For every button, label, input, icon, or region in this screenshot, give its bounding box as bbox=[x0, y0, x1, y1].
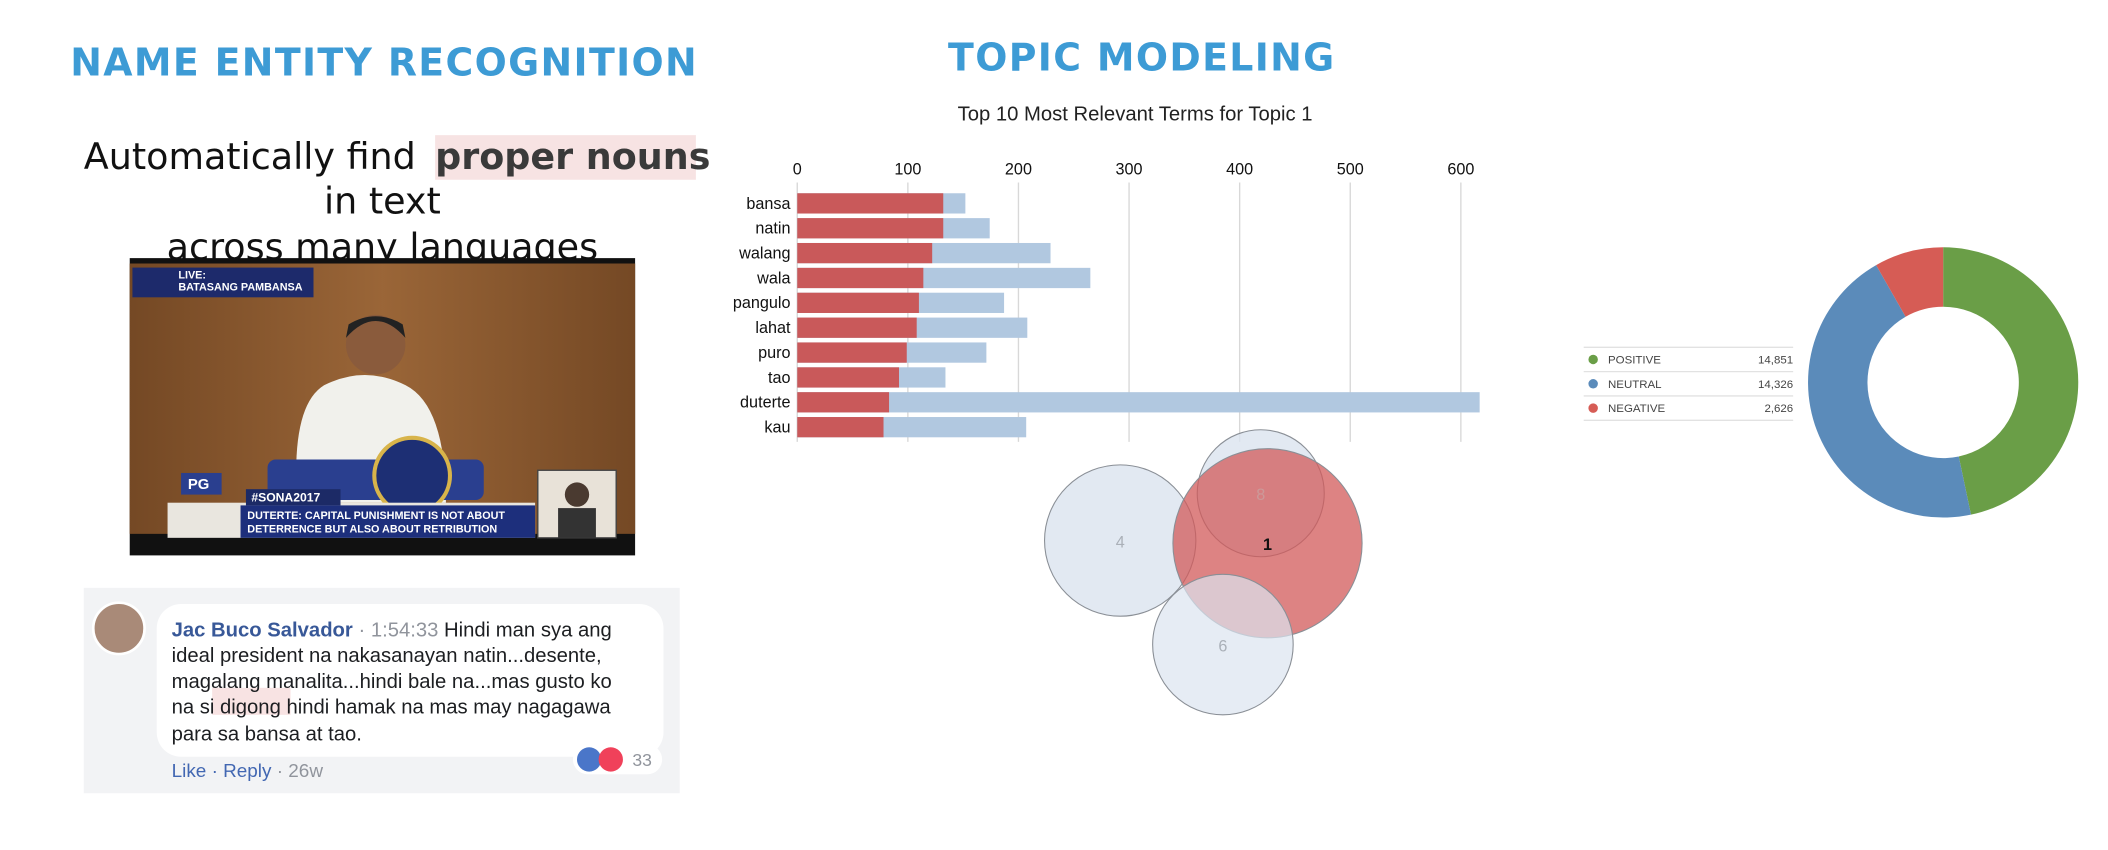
legend-value: 2,626 bbox=[1764, 403, 1793, 415]
reaction-count: 33 bbox=[632, 750, 652, 770]
y-tick-label: puro bbox=[758, 344, 790, 362]
topic-circle bbox=[1152, 573, 1294, 716]
bar bbox=[797, 417, 884, 438]
legend-swatch bbox=[1588, 403, 1598, 413]
y-tick-label: tao bbox=[768, 369, 791, 387]
x-tick-label: 500 bbox=[1337, 160, 1364, 178]
comment-line: magalang manalita...hindi bale na...mas … bbox=[172, 671, 612, 693]
topic-label: 6 bbox=[1218, 637, 1227, 655]
legend-value: 14,326 bbox=[1758, 379, 1793, 391]
highlight bbox=[435, 135, 696, 180]
legend-value: 14,851 bbox=[1758, 355, 1793, 367]
y-tick-label: pangulo bbox=[733, 294, 791, 312]
video-hashtag: #SONA2017 bbox=[251, 490, 320, 504]
bar bbox=[797, 392, 890, 413]
y-tick-label: natin bbox=[755, 220, 790, 238]
donut-slice bbox=[1808, 265, 1971, 518]
bar bbox=[797, 367, 900, 388]
love-icon bbox=[598, 747, 623, 772]
tagline: Automatically find bbox=[84, 135, 416, 178]
donut-slice bbox=[1876, 247, 1944, 317]
like-link[interactable]: Like bbox=[172, 761, 207, 782]
comment-line: Jac Buco Salvador · 1:54:33 Hindi man sy… bbox=[172, 619, 612, 641]
bar bbox=[797, 392, 1480, 413]
ner-title: NAME ENTITY RECOGNITION bbox=[70, 41, 698, 85]
reply-link[interactable]: Reply bbox=[223, 761, 272, 782]
topic-title: TOPIC MODELING bbox=[948, 35, 1336, 79]
y-tick-label: wala bbox=[756, 269, 791, 287]
legend-label: POSITIVE bbox=[1608, 355, 1661, 367]
x-tick-label: 200 bbox=[1005, 160, 1032, 178]
chart-title: Top 10 Most Relevant Terms for Topic 1 bbox=[958, 103, 1313, 125]
donut-slice bbox=[1943, 247, 2079, 515]
tagline: in text bbox=[324, 180, 441, 223]
video-headline: DUTERTE: CAPITAL PUNISHMENT IS NOT ABOUT bbox=[247, 510, 505, 522]
tagline-highlight: proper nouns bbox=[435, 135, 710, 178]
video-frame: LIVE: BATASANG PAMBANSA PG #SONA2017 DUT… bbox=[129, 258, 636, 556]
legend-swatch bbox=[1588, 354, 1598, 365]
bar bbox=[797, 317, 917, 338]
legend-swatch bbox=[1588, 379, 1598, 389]
x-tick-label: 300 bbox=[1116, 160, 1143, 178]
topic-label: 1 bbox=[1263, 536, 1272, 554]
bar bbox=[797, 267, 924, 289]
y-tick-label: kau bbox=[764, 419, 790, 437]
legend-label: NEUTRAL bbox=[1608, 379, 1662, 391]
comment-line: ideal president na nakasanayan natin...d… bbox=[172, 645, 602, 667]
y-tick-label: duterte bbox=[740, 394, 790, 412]
bar bbox=[797, 242, 933, 264]
video-headline: DETERRENCE BUT ALSO ABOUT RETRIBUTION bbox=[247, 523, 497, 535]
bar bbox=[797, 193, 944, 214]
comment-actions: Like · Reply · 26w bbox=[172, 761, 324, 782]
comment-line: na si digong hindi hamak na mas may naga… bbox=[172, 696, 612, 718]
comment-line: para sa bansa at tao. bbox=[172, 724, 362, 746]
x-tick-label: 600 bbox=[1447, 160, 1474, 178]
video-channel: BATASANG PAMBANSA bbox=[178, 282, 302, 294]
bar bbox=[797, 218, 944, 239]
y-tick-label: lahat bbox=[755, 319, 791, 337]
topic-label: 8 bbox=[1256, 486, 1265, 504]
x-tick-label: 0 bbox=[793, 160, 802, 178]
bar bbox=[797, 292, 919, 313]
comment: Jac Buco Salvador · 1:54:33 Hindi man sy… bbox=[83, 587, 680, 794]
x-tick-label: 100 bbox=[894, 160, 921, 178]
y-tick-label: bansa bbox=[746, 195, 791, 213]
like-icon bbox=[576, 747, 602, 772]
bar bbox=[797, 342, 907, 363]
legend-label: NEGATIVE bbox=[1608, 403, 1665, 415]
topic-label: 4 bbox=[1116, 533, 1125, 551]
x-tick-label: 400 bbox=[1226, 160, 1253, 178]
video-logo: PG bbox=[188, 477, 209, 493]
video-live: LIVE: bbox=[178, 269, 206, 281]
y-tick-label: walang bbox=[738, 245, 790, 263]
